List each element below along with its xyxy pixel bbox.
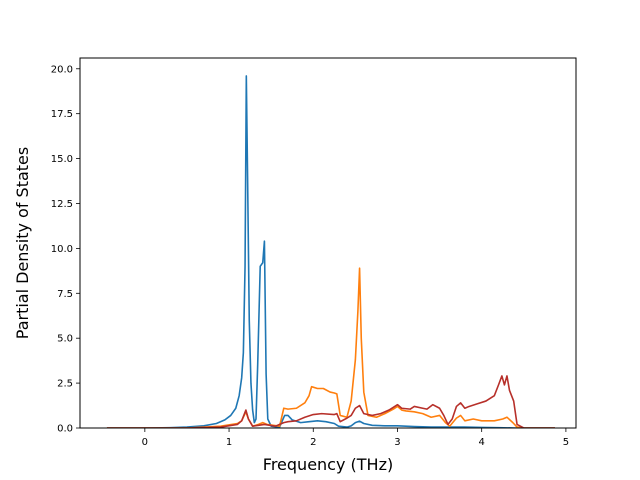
series-line-3 <box>106 375 555 428</box>
series-line-1 <box>106 75 555 428</box>
x-tick-label: 2 <box>310 437 316 448</box>
y-tick-label: 2.5 <box>57 379 73 390</box>
x-tick-label: 0 <box>142 437 148 448</box>
y-axis-label: Partial Density of States <box>13 147 32 339</box>
x-tick-label: 3 <box>394 437 400 448</box>
x-axis-label: Frequency (THz) <box>263 455 393 474</box>
y-axis: 0.0 2.5 5.0 7.5 10.0 12.5 15.0 17.5 20.0 <box>51 64 80 435</box>
y-tick-label: 10.0 <box>51 244 73 255</box>
y-tick-label: 15.0 <box>51 154 73 165</box>
y-tick-label: 20.0 <box>51 64 73 75</box>
x-tick-label: 1 <box>226 437 232 448</box>
x-tick-label: 5 <box>563 437 569 448</box>
plot-frame <box>79 57 577 429</box>
x-tick-label: 4 <box>478 437 484 448</box>
y-tick-label: 7.5 <box>57 289 73 300</box>
y-tick-label: 0.0 <box>57 424 73 435</box>
series-layer <box>106 75 555 428</box>
y-tick-label: 17.5 <box>51 109 73 120</box>
y-tick-label: 12.5 <box>51 199 73 210</box>
series-line-2 <box>106 267 555 428</box>
y-tick-label: 5.0 <box>57 334 73 345</box>
x-axis: 0 1 2 3 4 5 <box>142 428 569 448</box>
